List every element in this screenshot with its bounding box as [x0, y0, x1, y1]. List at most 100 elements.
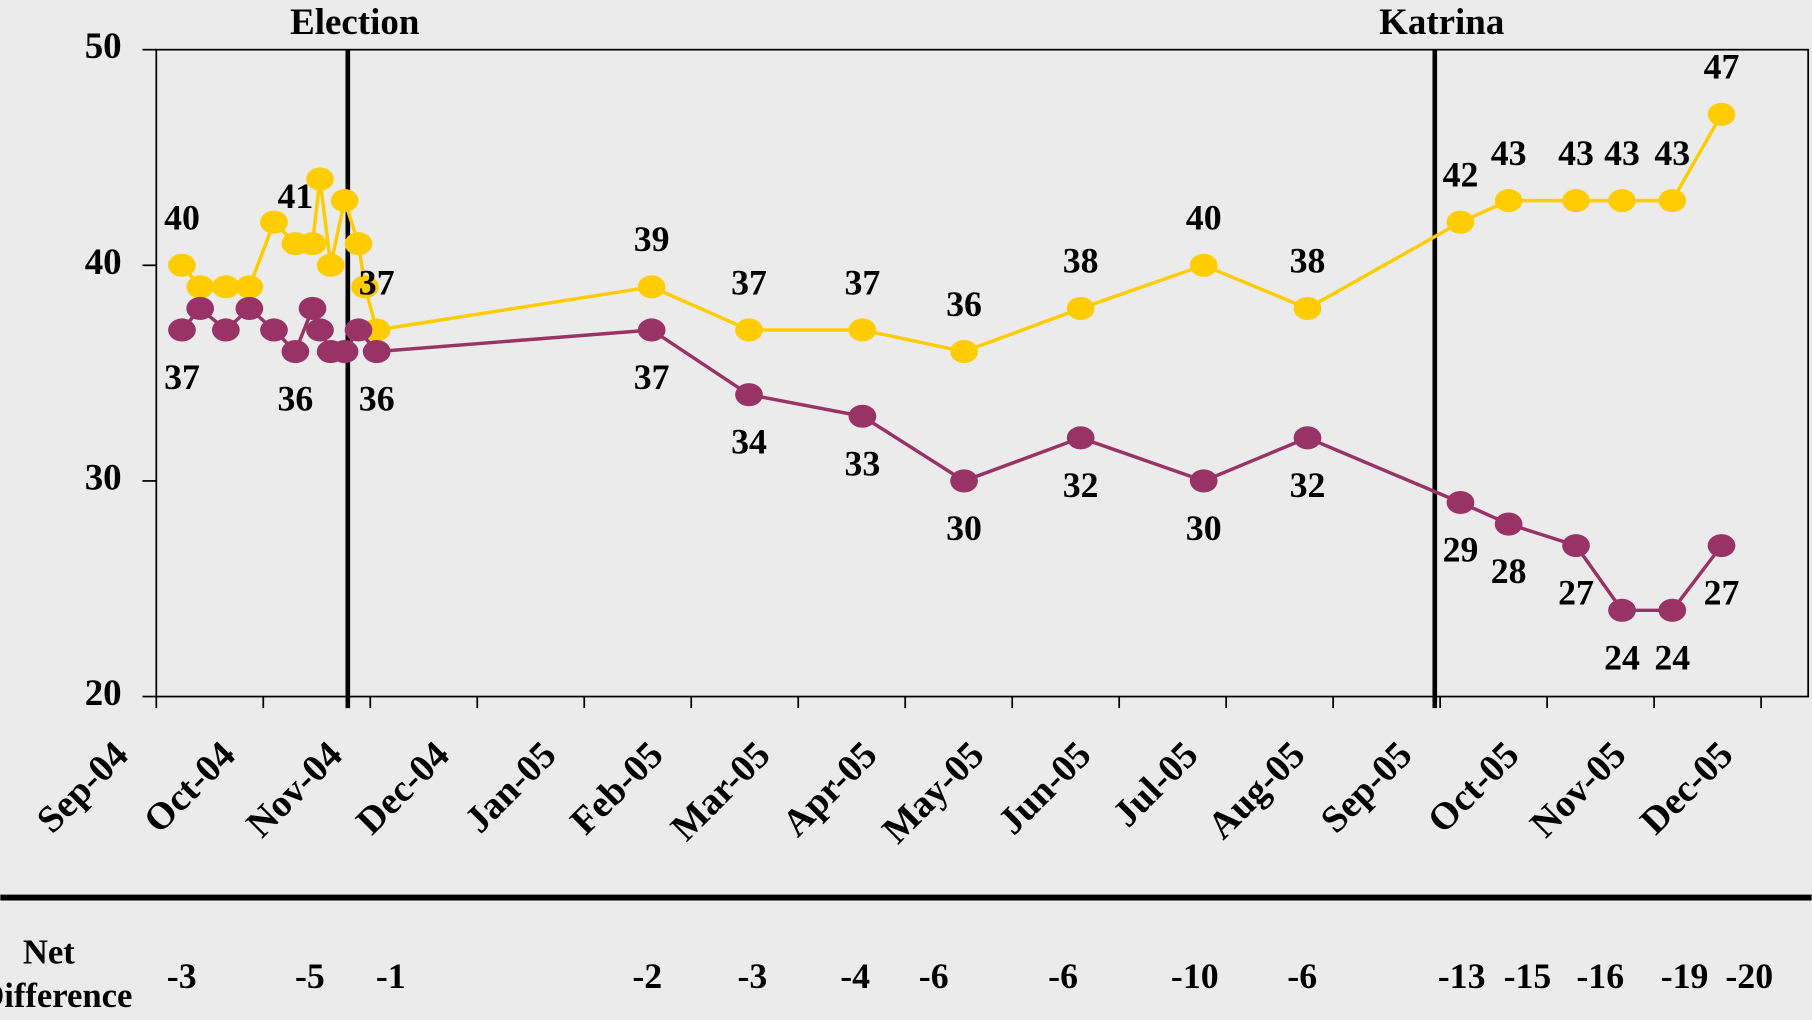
- data-label: 37: [634, 357, 670, 397]
- data-label: 27: [1558, 573, 1594, 613]
- marker: [344, 318, 373, 342]
- y-tick-label: 20: [85, 672, 122, 713]
- data-label: 40: [1186, 198, 1222, 238]
- marker: [1066, 296, 1095, 320]
- marker: [950, 469, 978, 493]
- marker: [1494, 189, 1523, 213]
- data-label: 43: [1491, 133, 1527, 173]
- data-label: 42: [1443, 154, 1479, 194]
- marker: [735, 318, 763, 342]
- marker: [211, 318, 240, 342]
- net-difference-value: -20: [1725, 956, 1773, 996]
- marker: [1293, 426, 1322, 450]
- plot-frame: [155, 48, 1810, 698]
- marker: [260, 318, 288, 342]
- y-tick-label: 30: [85, 456, 122, 497]
- marker: [235, 275, 264, 299]
- marker: [211, 275, 240, 299]
- net-difference-value: -16: [1576, 956, 1624, 996]
- net-difference-value: -2: [632, 956, 662, 996]
- marker: [637, 275, 666, 299]
- data-label: 37: [359, 262, 395, 302]
- data-label: 43: [1604, 133, 1640, 173]
- net-difference-value: -6: [1287, 956, 1317, 996]
- marker: [1562, 189, 1590, 213]
- net-difference-value: -13: [1438, 956, 1486, 996]
- net-difference-value: -1: [376, 956, 406, 996]
- marker: [1562, 534, 1590, 558]
- marker: [1707, 534, 1736, 558]
- marker: [235, 296, 264, 320]
- marker: [1066, 426, 1095, 450]
- data-label: 32: [1063, 465, 1099, 505]
- marker: [306, 167, 334, 191]
- marker: [1189, 253, 1218, 277]
- marker: [1608, 189, 1636, 213]
- marker: [1446, 210, 1475, 234]
- marker: [344, 232, 373, 256]
- net-difference-label: NetDifference: [0, 933, 132, 1015]
- marker: [260, 210, 288, 234]
- net-difference-value: -4: [840, 956, 870, 996]
- marker: [1446, 490, 1475, 515]
- net-difference-value: -6: [1048, 956, 1078, 996]
- marker: [186, 296, 215, 320]
- data-label: 28: [1491, 551, 1527, 591]
- marker: [1658, 598, 1687, 622]
- data-label: 29: [1443, 530, 1479, 570]
- data-label: 37: [731, 262, 767, 302]
- net-difference-value: -19: [1661, 956, 1709, 996]
- data-label: 37: [845, 262, 881, 302]
- data-label: 47: [1704, 47, 1740, 87]
- data-label: 24: [1604, 637, 1640, 677]
- data-label: 27: [1704, 573, 1740, 613]
- marker: [281, 340, 310, 364]
- marker: [950, 340, 978, 364]
- data-label: 30: [946, 508, 982, 548]
- marker: [306, 318, 334, 342]
- marker: [330, 189, 359, 213]
- net-difference-value: -15: [1504, 956, 1552, 996]
- marker: [848, 318, 877, 342]
- data-label: 37: [164, 357, 200, 397]
- marker: [298, 296, 327, 320]
- marker: [848, 404, 877, 428]
- marker: [168, 318, 196, 342]
- net-difference-value: -3: [737, 956, 767, 996]
- data-label: 36: [359, 379, 395, 419]
- data-label: 43: [1654, 133, 1690, 173]
- marker: [1608, 598, 1636, 622]
- marker: [168, 253, 196, 277]
- y-tick-label: 40: [85, 241, 122, 282]
- net-difference-value: -10: [1171, 956, 1219, 996]
- data-label: 39: [634, 219, 670, 259]
- data-label: 40: [164, 198, 200, 238]
- marker: [1494, 512, 1523, 536]
- marker: [1293, 296, 1322, 320]
- marker: [735, 383, 763, 407]
- data-label: 36: [277, 379, 313, 419]
- marker: [298, 232, 327, 256]
- data-label: 36: [946, 284, 982, 324]
- marker: [1707, 102, 1736, 126]
- data-label: 32: [1290, 465, 1326, 505]
- marker: [186, 275, 215, 299]
- net-difference-value: -5: [295, 956, 325, 996]
- data-label: 38: [1290, 241, 1326, 281]
- net-difference-value: -6: [919, 956, 949, 996]
- marker: [362, 340, 391, 364]
- y-tick-label: 50: [85, 25, 122, 66]
- marker: [351, 275, 379, 299]
- data-label: 34: [731, 422, 767, 462]
- net-difference-value: -3: [167, 956, 197, 996]
- data-label: 43: [1558, 133, 1594, 173]
- data-label: 38: [1063, 241, 1099, 281]
- marker: [1658, 189, 1687, 213]
- marker: [316, 253, 345, 277]
- data-label: 30: [1186, 508, 1222, 548]
- marker: [637, 318, 666, 342]
- marker: [1189, 469, 1218, 493]
- data-label: 33: [845, 443, 881, 483]
